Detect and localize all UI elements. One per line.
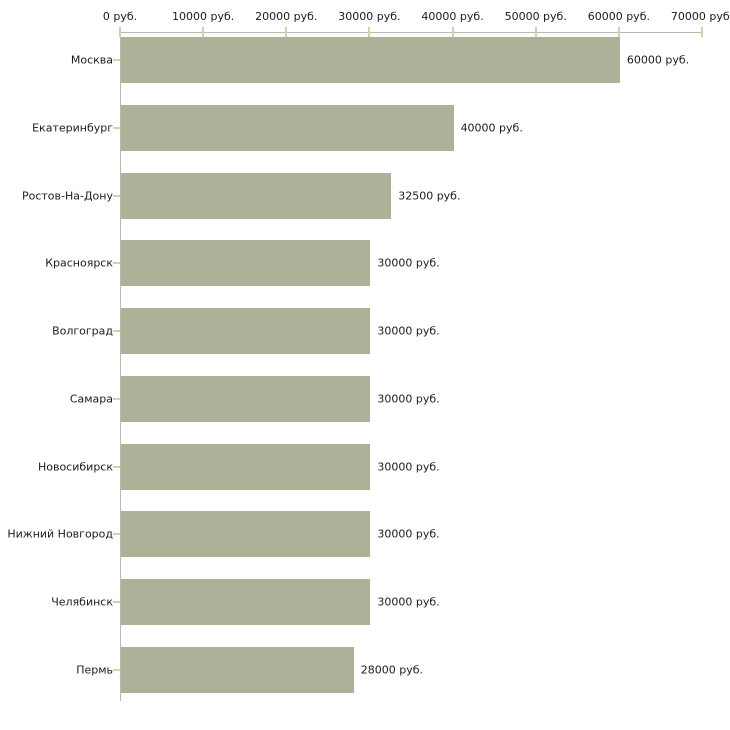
category-label: Самара (69, 392, 113, 406)
y-tick-mark (113, 397, 120, 400)
value-label: 30000 руб. (377, 324, 440, 338)
bar (121, 646, 354, 693)
x-tick-label: 40000 руб. (421, 10, 484, 23)
x-tick-label: 30000 руб. (338, 10, 401, 23)
category-label: Москва (70, 53, 113, 67)
category-label: Екатеринбург (32, 121, 113, 135)
y-tick-mark (113, 668, 120, 671)
bar (121, 511, 371, 558)
category-label: Нижний Новгород (7, 527, 113, 541)
category-label: Челябинск (51, 595, 113, 609)
y-tick-mark (113, 601, 120, 603)
bar (121, 37, 620, 83)
x-tick-label: 50000 руб. (504, 10, 567, 23)
value-label: 40000 руб. (460, 121, 523, 135)
x-tick-mark (202, 27, 205, 37)
y-tick-mark (113, 330, 120, 332)
value-label: 28000 руб. (360, 663, 424, 677)
bar (121, 579, 371, 625)
x-tick-mark (451, 27, 454, 37)
value-label: 30000 руб. (377, 595, 440, 609)
x-tick-mark (119, 27, 121, 37)
x-tick-mark (285, 27, 288, 37)
category-label: Пермь (76, 663, 113, 677)
category-label: Новосибирск (37, 460, 113, 473)
x-tick-mark (368, 27, 371, 37)
y-tick-mark (113, 194, 120, 197)
x-axis-line (120, 32, 702, 33)
bar (121, 240, 371, 287)
value-label: 60000 руб. (626, 53, 690, 67)
category-label: Красноярск (45, 256, 113, 270)
value-label: 32500 руб. (398, 189, 461, 202)
category-label: Ростов-На-Дону (21, 189, 113, 202)
y-tick-mark (113, 465, 120, 468)
x-tick-label: 10000 руб. (172, 10, 235, 23)
x-tick-label: 0 руб. (102, 10, 138, 23)
x-tick-label: 20000 руб. (255, 10, 318, 23)
y-tick-mark (113, 59, 120, 61)
x-tick-mark (534, 27, 537, 37)
bar (121, 308, 371, 354)
value-label: 30000 руб. (377, 256, 440, 270)
bar (121, 443, 371, 490)
x-tick-mark (701, 27, 703, 37)
value-label: 30000 руб. (377, 392, 440, 406)
x-tick-mark (617, 27, 620, 37)
bar (121, 172, 392, 219)
x-tick-label: 60000 руб. (587, 10, 650, 23)
value-label: 30000 руб. (377, 527, 440, 541)
y-axis-line (120, 32, 121, 701)
y-tick-mark (113, 126, 120, 129)
y-tick-mark (113, 533, 120, 536)
value-label: 30000 руб. (377, 460, 440, 473)
y-tick-mark (113, 262, 120, 265)
bar (121, 104, 454, 151)
bar (121, 375, 371, 422)
x-tick-label: 70000 руб. (670, 10, 730, 23)
category-label: Волгоград (52, 324, 113, 338)
